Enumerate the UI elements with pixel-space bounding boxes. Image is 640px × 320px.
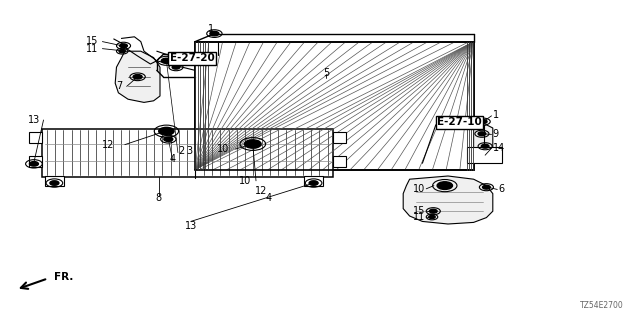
Circle shape: [479, 120, 487, 124]
Text: 13: 13: [28, 115, 40, 125]
Text: 10: 10: [239, 176, 251, 186]
Text: 4: 4: [170, 154, 176, 164]
Text: 15: 15: [86, 36, 98, 46]
Circle shape: [50, 181, 59, 185]
Polygon shape: [115, 51, 160, 102]
Circle shape: [481, 144, 489, 148]
Circle shape: [429, 209, 437, 213]
Circle shape: [164, 137, 173, 141]
Circle shape: [29, 162, 38, 166]
Text: 7: 7: [116, 81, 123, 92]
Bar: [45, 176, 64, 186]
Bar: [29, 156, 42, 167]
Polygon shape: [403, 176, 493, 224]
Circle shape: [483, 185, 490, 189]
Bar: [304, 176, 323, 186]
Circle shape: [429, 215, 435, 219]
Text: 2: 2: [178, 146, 184, 156]
Text: E-27-20: E-27-20: [170, 53, 214, 63]
Text: 3: 3: [186, 146, 193, 156]
Circle shape: [309, 181, 318, 185]
Text: 9: 9: [493, 129, 499, 139]
Text: 12: 12: [255, 186, 268, 196]
Text: 13: 13: [184, 220, 197, 231]
Polygon shape: [474, 125, 493, 157]
Text: 10: 10: [217, 144, 229, 154]
Circle shape: [159, 127, 174, 135]
Text: 12: 12: [102, 140, 114, 150]
Text: 6: 6: [498, 184, 504, 195]
Circle shape: [437, 182, 452, 189]
Text: 4: 4: [266, 193, 272, 203]
Text: 11: 11: [86, 44, 98, 54]
Text: 1: 1: [493, 110, 499, 120]
Circle shape: [133, 75, 142, 79]
Text: 10: 10: [413, 184, 425, 195]
Circle shape: [478, 132, 486, 136]
Bar: [467, 147, 502, 163]
Circle shape: [244, 140, 261, 148]
Text: E-27-10: E-27-10: [437, 117, 482, 127]
Circle shape: [120, 44, 127, 48]
Text: 14: 14: [493, 143, 505, 153]
Circle shape: [119, 50, 125, 53]
Bar: [29, 132, 42, 143]
Text: TZ54E2700: TZ54E2700: [580, 301, 624, 310]
Circle shape: [210, 31, 219, 36]
Text: 8: 8: [156, 193, 162, 204]
Text: 5: 5: [323, 68, 330, 78]
Polygon shape: [195, 42, 474, 170]
Circle shape: [172, 65, 180, 69]
Text: 11: 11: [413, 212, 426, 222]
Bar: [42, 129, 333, 177]
Circle shape: [161, 58, 172, 63]
Bar: [333, 156, 346, 167]
Text: FR.: FR.: [54, 272, 74, 282]
Text: 15: 15: [413, 205, 426, 216]
Bar: [333, 132, 346, 143]
Text: 1: 1: [208, 24, 214, 35]
